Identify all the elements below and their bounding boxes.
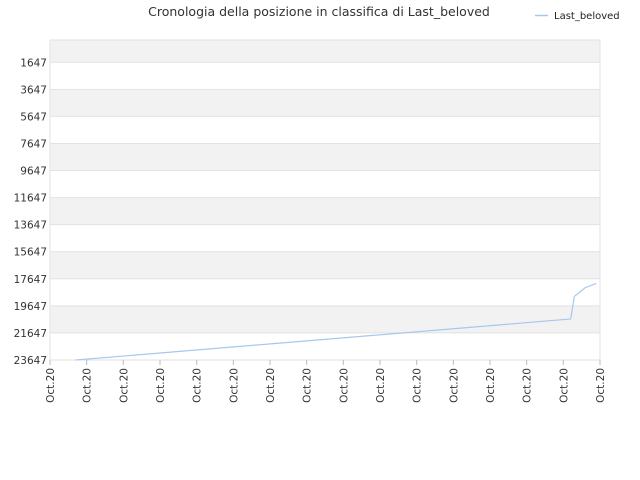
plot-band	[50, 170, 600, 198]
y-axis-ticks: 1647 3647 5647 7647 9647 11647 13647 15647 17647…	[14, 57, 47, 367]
x-tick-label: Oct.20	[45, 368, 57, 403]
plot-background	[50, 40, 600, 360]
y-tick-label: 21647	[14, 328, 47, 340]
plot-band	[50, 332, 600, 360]
plot-band	[50, 251, 600, 279]
y-tick-label: 3647	[20, 84, 47, 96]
plot-band	[50, 89, 600, 117]
x-tick-label: Oct.20	[375, 368, 387, 403]
y-tick-label: 1647	[20, 57, 47, 69]
y-tick-label: 7647	[20, 138, 47, 150]
x-tick-label: Oct.20	[448, 368, 460, 403]
x-tick-label: Oct.20	[412, 368, 424, 403]
gridlines	[49, 39, 601, 361]
y-tick-label: 17647	[14, 274, 47, 286]
x-tick-label: Oct.20	[302, 368, 314, 403]
plot-band	[50, 305, 600, 333]
x-tick-label: Oct.20	[595, 368, 607, 403]
x-tick-label: Oct.20	[485, 368, 497, 403]
plot-band	[50, 224, 600, 252]
x-tick-label: Oct.20	[82, 368, 94, 403]
x-tick-label: Oct.20	[228, 368, 240, 403]
x-tick-label: Oct.20	[192, 368, 204, 403]
x-tick-label: Oct.20	[118, 368, 130, 403]
legend: Last_beloved	[535, 11, 620, 22]
legend-label: Last_beloved	[554, 11, 620, 22]
plot-band	[50, 116, 600, 144]
series-lines	[75, 282, 597, 361]
x-tick-label: Oct.20	[265, 368, 277, 403]
plot-band	[50, 278, 600, 306]
plot-band	[50, 62, 600, 90]
y-tick-label: 11647	[14, 193, 47, 205]
y-tick-label: 19647	[14, 301, 47, 313]
chart-title: Cronologia della posizione in classifica…	[148, 4, 490, 19]
y-tick-label: 23647	[14, 355, 47, 367]
x-tick-label: Oct.20	[155, 368, 167, 403]
y-tick-label: 5647	[20, 111, 47, 123]
x-axis-ticks: Oct.20 Oct.20 Oct.20 Oct.20 Oct.20 Oct.20 Oct.…	[45, 360, 607, 403]
plot-band	[50, 143, 600, 171]
x-tick-label: Oct.20	[338, 368, 350, 403]
y-tick-label: 15647	[14, 247, 47, 259]
series-line	[75, 282, 597, 361]
x-tick-label: Oct.20	[558, 368, 570, 403]
plot-band	[50, 197, 600, 225]
plot-band	[50, 40, 600, 63]
x-tick-label: Oct.20	[522, 368, 534, 403]
y-tick-label: 13647	[14, 220, 47, 232]
y-tick-label: 9647	[20, 166, 47, 178]
